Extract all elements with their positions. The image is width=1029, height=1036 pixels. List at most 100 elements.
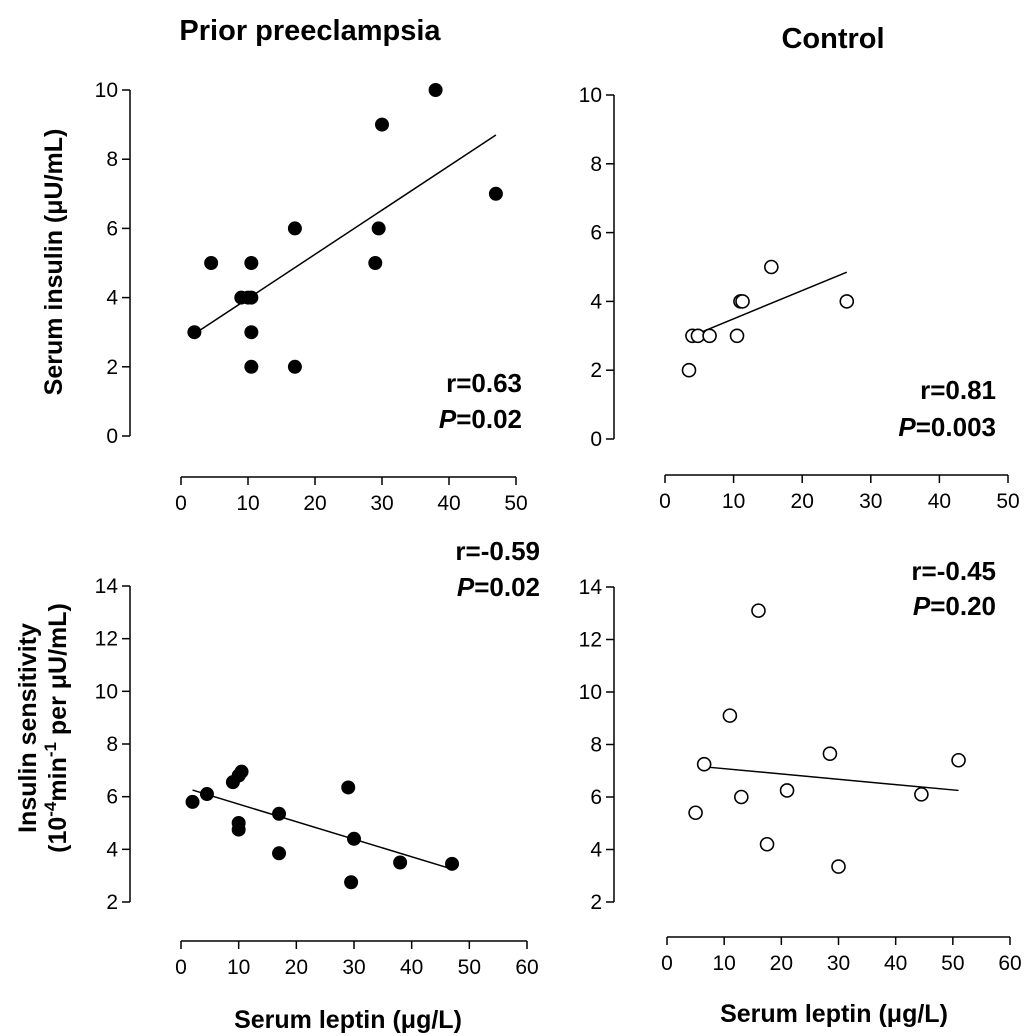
x-tick-label: 0 [175,956,187,979]
bottom-left-x-axis-title: Serum leptin (μg/L) [234,1006,462,1034]
data-point [234,764,249,779]
y-tick-label: 10 [95,79,118,102]
data-point [341,780,356,795]
data-point [822,746,838,761]
y-tick-label: 10 [579,681,602,704]
data-point [688,805,703,821]
data-point [244,359,259,374]
y-tick-label: 6 [106,786,118,809]
x-tick-label: 20 [303,492,326,515]
x-tick-label: 10 [712,952,735,975]
data-point [375,117,389,132]
x-tick-label: 50 [996,490,1019,513]
y-tick-label: 0 [590,428,602,451]
y-tick-label: 4 [590,839,602,862]
data-point [344,875,359,890]
data-point [244,290,259,305]
y-tick-label: 8 [106,733,118,756]
y-tick-label: 2 [106,891,118,914]
data-point [199,787,214,802]
stat-p-label: P=0.003 [898,412,996,442]
regression-line [704,766,959,792]
y-tick-label: 8 [590,153,602,176]
y-tick-label: 0 [106,425,118,448]
stat-r-label: r=-0.45 [911,556,996,586]
bottom-y-axis-title-line1: Insulin sensitivity [14,623,42,833]
data-point [735,294,750,309]
data-point [185,794,200,809]
stat-p-label: P=0.02 [457,572,540,602]
data-point [204,256,219,270]
x-tick-label: 0 [661,952,673,975]
x-tick-label: 60 [515,956,538,979]
x-tick-label: 30 [342,956,365,979]
data-point [368,256,383,270]
data-point [488,186,503,201]
data-point [951,752,966,768]
data-point [759,836,775,852]
data-point [231,822,246,837]
x-tick-label: 40 [928,490,951,513]
regression-line [192,789,453,870]
stat-r-label: r=-0.59 [455,536,540,566]
y-tick-label: 10 [579,84,602,107]
stat-p-value: =0.003 [916,412,996,442]
stat-r-label: r=0.63 [446,368,522,398]
stat-p-value: =0.20 [930,591,996,621]
y-tick-label: 10 [95,680,118,703]
y-tick-label: 12 [95,628,118,651]
x-tick-label: 40 [400,956,423,979]
panel-bottom-left: 2 4 6 8 10 12 14 0 10 20 30 40 50 60 r=-0.59 P=0.02 [95,536,540,979]
x-tick-label: 60 [998,952,1021,975]
data-point [272,806,287,821]
data-point [734,789,749,805]
y-tick-label: 14 [579,576,603,599]
stat-p-label: P=0.02 [439,404,522,434]
x-tick-label: 20 [770,952,793,975]
data-point [244,325,259,340]
data-point [914,787,929,802]
y-tick-label: 4 [106,287,118,310]
data-point [751,603,766,618]
y-tick-label: 2 [106,356,118,379]
top-y-axis-title: Serum insulin (μU/mL) [40,129,68,396]
x-tick-label: 30 [370,492,393,515]
left-column-title: Prior preeclampsia [179,15,441,47]
y-tick-label: 12 [579,629,602,652]
data-point [839,294,855,309]
data-point [729,328,745,344]
x-tick-label: 20 [791,490,814,513]
bottom-y-axis-title-part-a: (10 [44,817,72,853]
data-point [287,359,302,374]
stat-p-value: =0.02 [456,404,522,434]
panel-bottom-right: 2 4 6 8 10 12 14 0 10 20 30 40 50 60 r=-0.45 P=0.20 [579,556,1022,975]
data-point [371,221,386,236]
data-point [696,756,712,772]
bottom-y-axis-title-line2: (10-4min-1 per μU/mL) [41,603,72,853]
stat-p-label: P=0.20 [913,591,996,621]
x-tick-label: 40 [884,952,907,975]
panel-top-left: 0 2 4 6 8 10 0 10 20 30 40 50 r=0.63 P=0.02 [95,79,528,515]
x-tick-label: 0 [659,490,671,513]
stat-p-symbol: P [457,572,475,602]
y-tick-label: 4 [590,290,602,313]
data-point [764,259,779,275]
stat-p-symbol: P [898,412,916,442]
x-tick-label: 10 [227,956,250,979]
x-tick-label: 20 [285,956,308,979]
data-point [831,859,846,874]
y-tick-label: 2 [590,359,602,382]
data-point [287,221,302,236]
stat-p-symbol: P [913,591,931,621]
bottom-y-axis-title-part-b: min [44,757,72,801]
data-point [347,831,361,846]
y-tick-label: 6 [590,786,602,809]
x-tick-label: 30 [827,952,850,975]
bottom-y-axis-title-sup1: -4 [41,801,60,817]
x-tick-label: 30 [859,490,882,513]
x-tick-label: 50 [504,492,527,515]
y-tick-label: 8 [106,148,118,171]
stat-p-value: =0.02 [474,572,540,602]
